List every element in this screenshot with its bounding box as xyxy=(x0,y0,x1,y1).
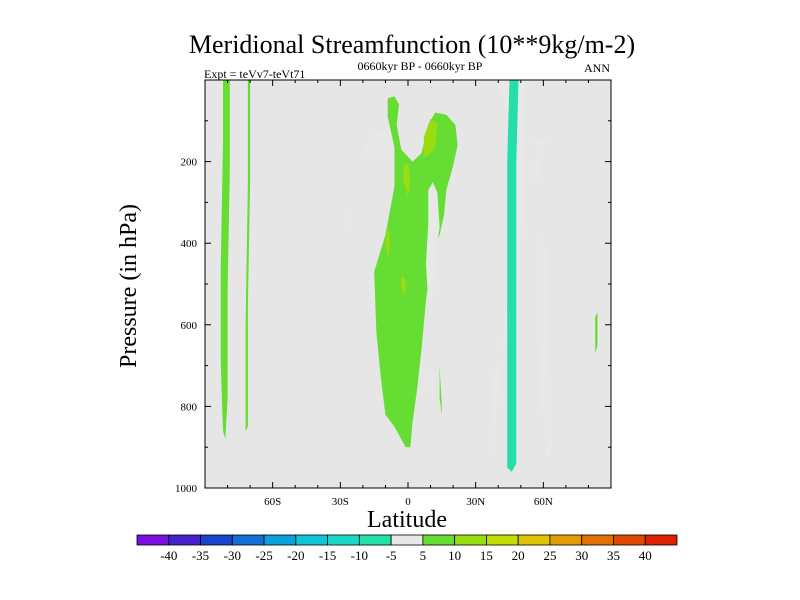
contour-region xyxy=(430,365,433,403)
colorbar-label: -5 xyxy=(386,548,397,563)
colorbar-label: -15 xyxy=(319,548,336,563)
contour-region xyxy=(385,224,390,260)
contour-region xyxy=(426,182,440,305)
contour-region xyxy=(491,80,526,460)
contour-region xyxy=(595,312,598,354)
colorbar-label: 10 xyxy=(448,548,461,563)
colorbar-swatch xyxy=(263,534,297,546)
colorbar-label: 40 xyxy=(639,548,652,563)
chart-subtitle-right: ANN xyxy=(584,61,610,75)
colorbar-swatch xyxy=(327,534,360,546)
contour-regions xyxy=(220,80,598,472)
chart-title: Meridional Streamfunction (10**9kg/m-2) xyxy=(189,30,635,59)
colorbar-label: 15 xyxy=(480,548,493,563)
colorbar-label: -10 xyxy=(351,548,368,563)
colorbar-swatch xyxy=(549,534,583,546)
x-axis-label: Latitude xyxy=(367,507,447,533)
colorbar-label: 35 xyxy=(607,548,620,563)
colorbar-swatch xyxy=(390,534,424,546)
x-tick-label: 60S xyxy=(264,496,281,508)
y-tick-label: 800 xyxy=(181,401,198,413)
contour-region xyxy=(245,80,251,431)
x-tick-label: 0 xyxy=(405,496,411,508)
colorbar-label: -35 xyxy=(192,548,209,563)
colorbar-swatch xyxy=(613,534,646,546)
y-tick-label: 400 xyxy=(181,238,198,250)
colorbar-swatch xyxy=(136,534,170,546)
y-tick-label: 1000 xyxy=(175,483,198,495)
colorbar-label: 20 xyxy=(512,548,525,563)
contour-region xyxy=(534,157,542,182)
contour-region xyxy=(532,137,548,148)
contour-region xyxy=(220,80,230,439)
contour-region xyxy=(507,80,519,472)
colorbar-swatch xyxy=(486,534,519,546)
colorbar-label: 5 xyxy=(420,548,427,563)
y-axis-label: Pressure (in hPa) xyxy=(116,204,142,368)
chart-subtitle-left: Expt = teVv7-teVt71 xyxy=(204,67,305,81)
chart-subtitle-center: 0660kyr BP - 0660kyr BP xyxy=(358,59,483,73)
colorbar-label: -30 xyxy=(224,548,241,563)
colorbar-label: -25 xyxy=(255,548,272,563)
colorbar-swatch xyxy=(422,534,456,546)
x-tick-label: 30N xyxy=(466,496,485,508)
colorbar-swatch xyxy=(231,534,265,546)
colorbar-label: 30 xyxy=(575,548,588,563)
contour-region xyxy=(401,275,406,297)
plot-area: 60S 30S 0 30N 60N 200 400 600 800 1000 xyxy=(175,79,612,508)
colorbar-swatch xyxy=(517,534,551,546)
colorbar-swatch xyxy=(358,534,392,546)
contour-region xyxy=(365,129,395,162)
y-tick-label: 200 xyxy=(181,157,198,169)
x-tick-label: 30S xyxy=(332,496,349,508)
colorbar-label: -20 xyxy=(287,548,304,563)
colorbar-swatch xyxy=(454,534,487,546)
contour-region xyxy=(347,204,352,233)
colorbar-label: 25 xyxy=(543,548,556,563)
colorbar-swatch xyxy=(200,534,233,546)
x-tick-label: 60N xyxy=(534,496,553,508)
y-tick-label: 600 xyxy=(181,320,198,332)
colorbar-swatch xyxy=(644,534,678,546)
colorbar: -40 -35 -30 -25 -20 -15 -10 -5 5 10 15 20 25 30 35 40 xyxy=(136,534,678,563)
colorbar-swatch xyxy=(168,534,201,546)
contour-region xyxy=(403,163,411,197)
colorbar-swatch xyxy=(581,534,614,546)
contour-region xyxy=(536,231,553,460)
colorbar-swatch xyxy=(295,534,328,546)
contour-region xyxy=(374,96,458,448)
contour-region xyxy=(423,118,438,158)
axis-ticks: 60S 30S 0 30N 60N 200 400 600 800 1000 xyxy=(175,80,612,508)
colorbar-label: -40 xyxy=(160,548,177,563)
contour-region xyxy=(439,365,442,415)
